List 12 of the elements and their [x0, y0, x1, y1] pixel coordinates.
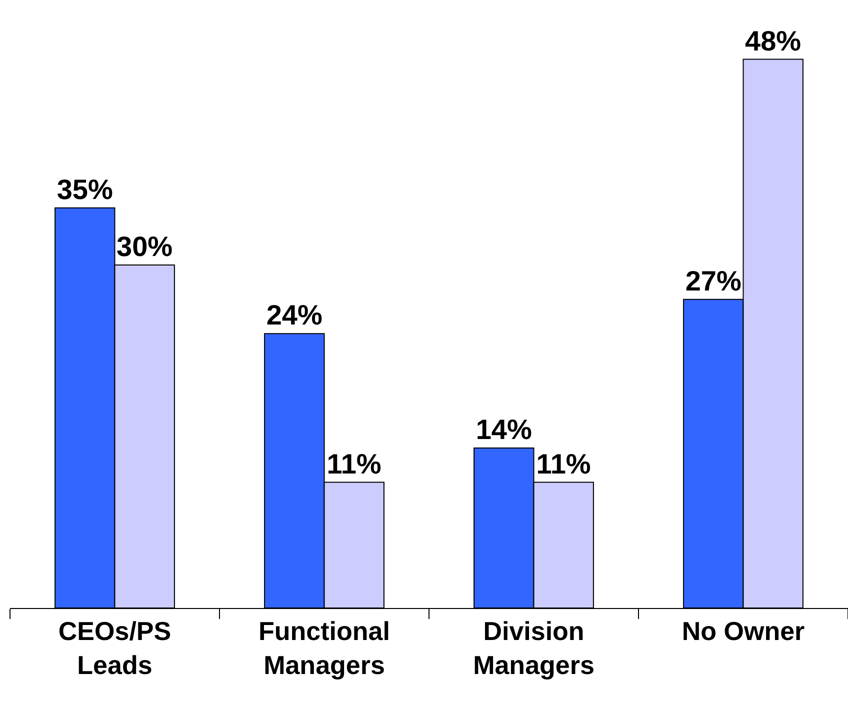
data-label: 11%: [536, 448, 591, 480]
data-label: 48%: [745, 25, 802, 56]
data-label: 11%: [326, 448, 382, 480]
data-label: 30%: [116, 231, 173, 262]
x-tick-label: No Owner: [682, 616, 805, 646]
data-label: 27%: [685, 265, 742, 296]
data-label: 24%: [266, 300, 322, 331]
x-tick-label: CEOs/PS Leads: [58, 616, 172, 680]
data-label: 14%: [476, 414, 532, 445]
data-label: 35%: [56, 174, 113, 205]
x-tick-label: Division Managers: [473, 616, 594, 680]
x-tick-label: Functional Managers: [258, 616, 390, 680]
